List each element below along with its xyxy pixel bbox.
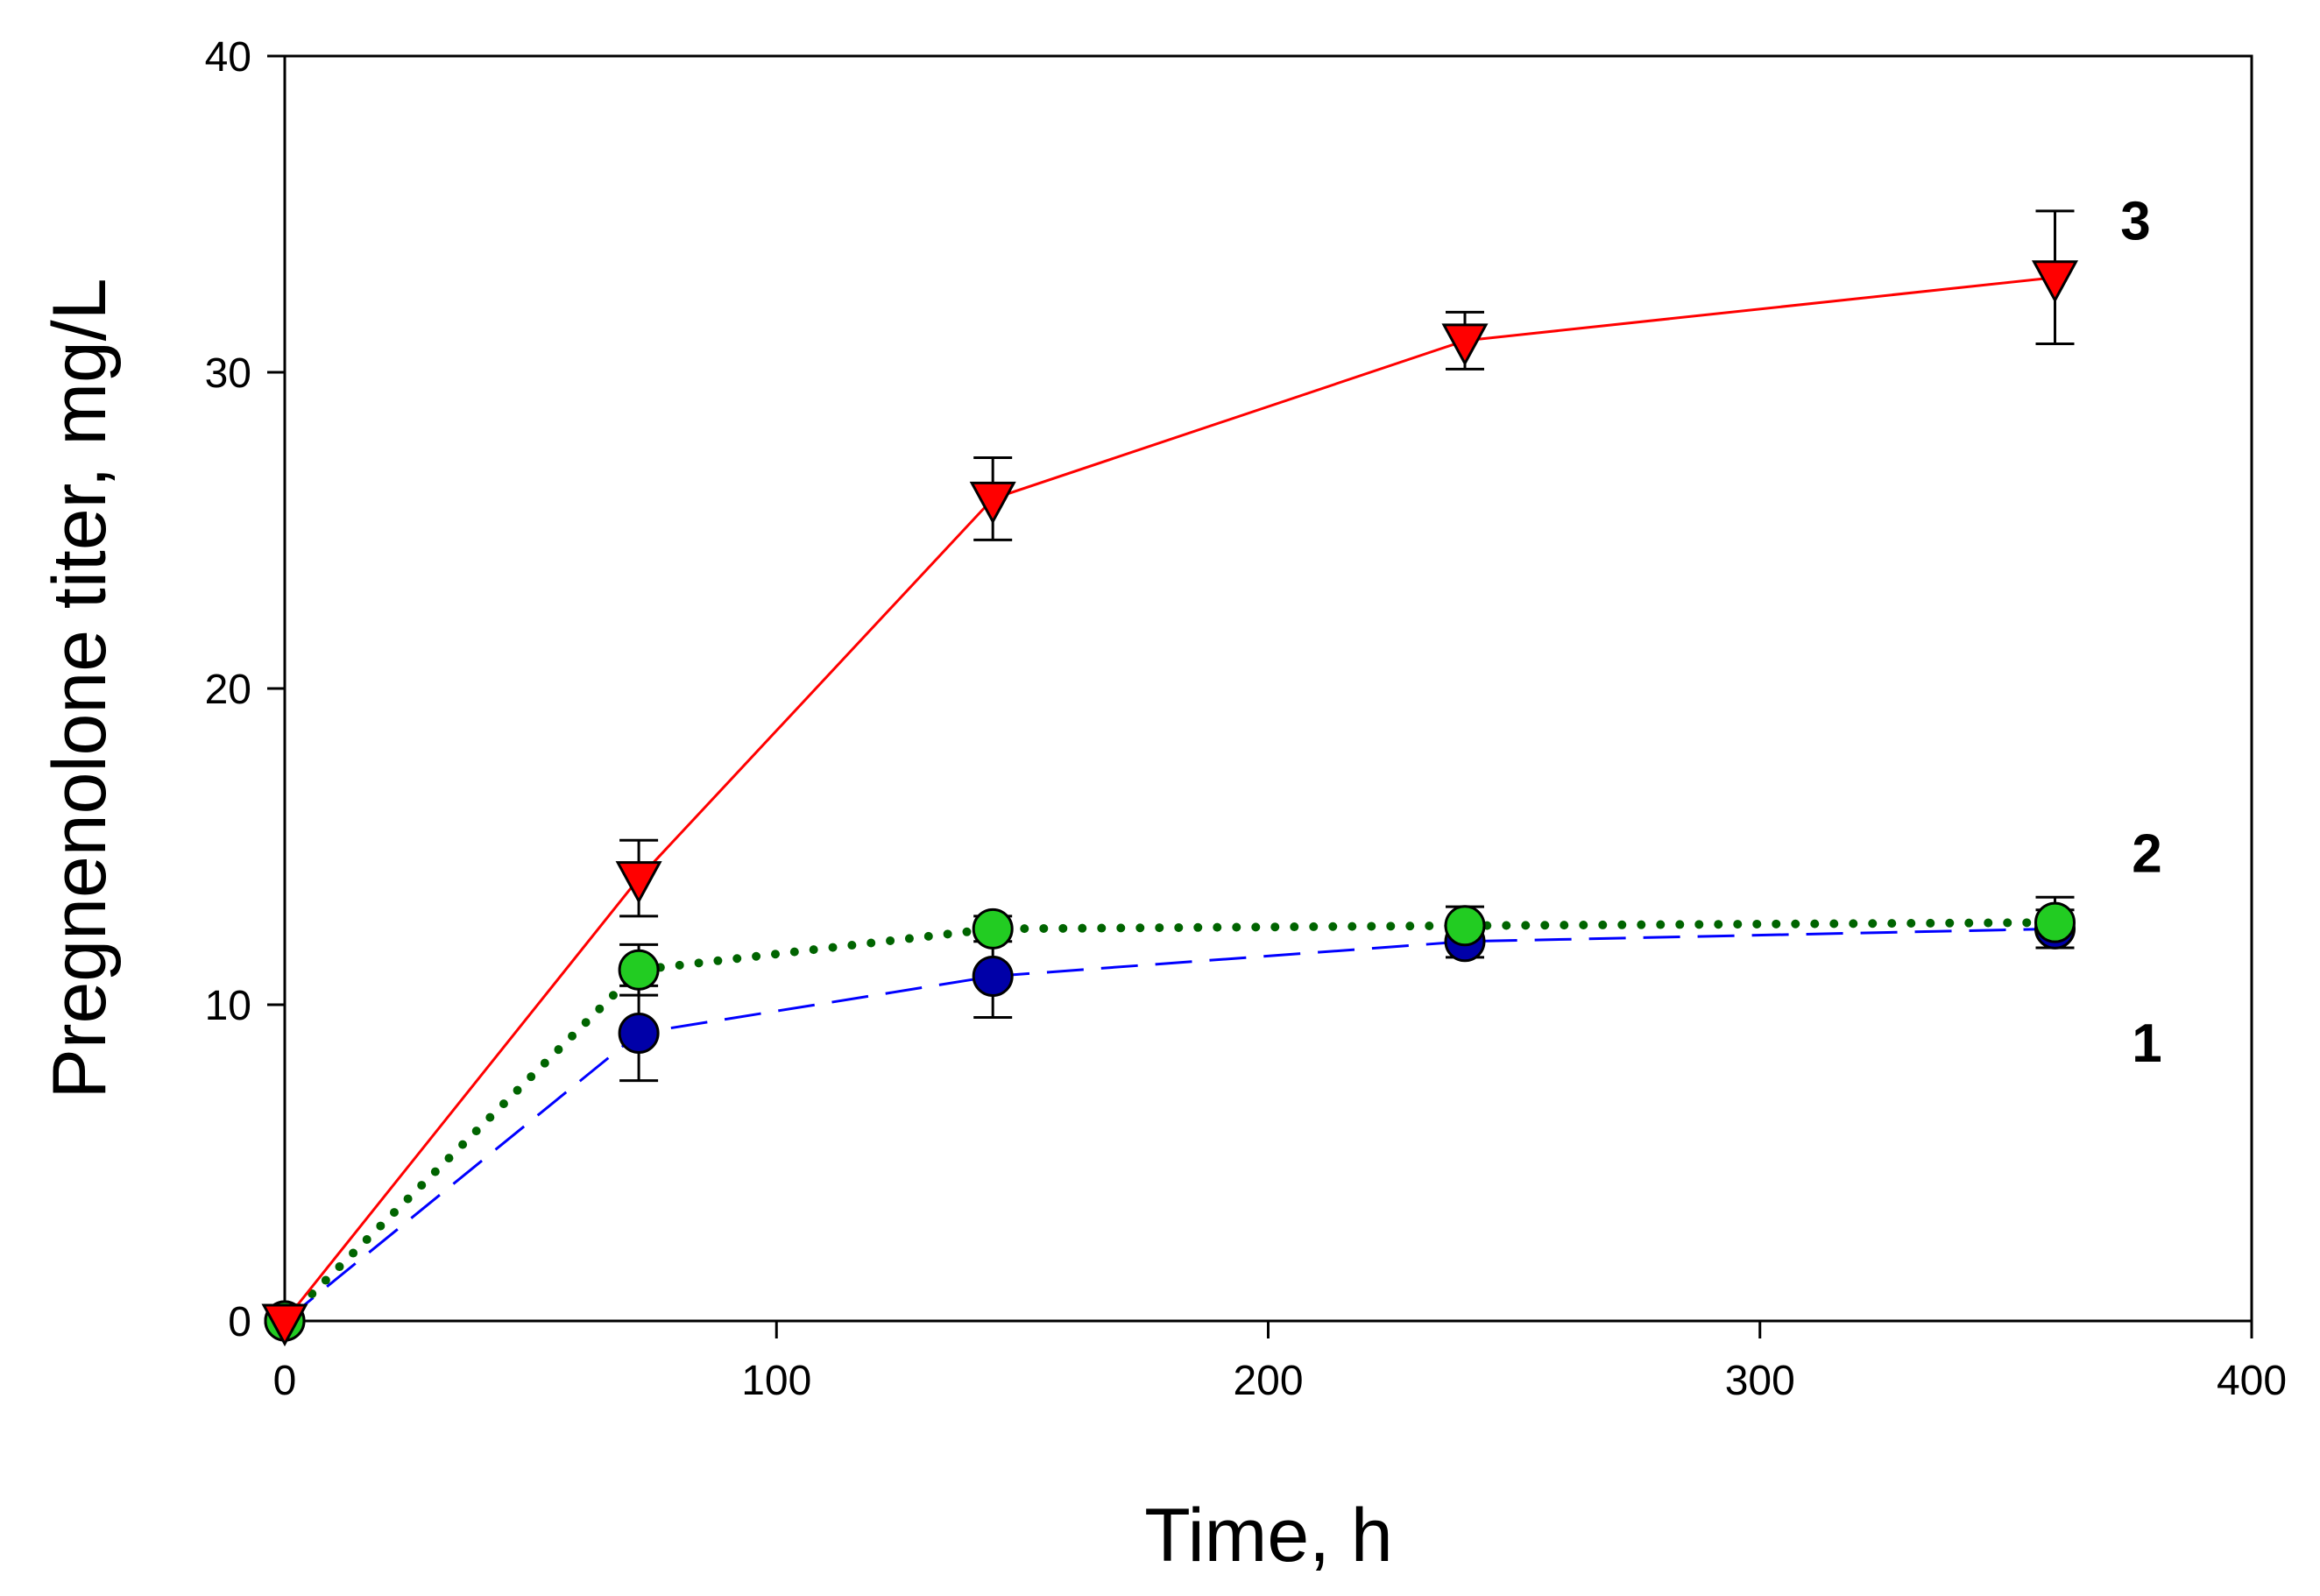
y-axis-title: Pregnenolone titer, mg/L	[38, 278, 122, 1098]
x-tick-label: 300	[1725, 1358, 1795, 1404]
series-layer: 1 2 3	[261, 191, 2162, 1347]
series-1-label: 1	[2132, 1013, 2161, 1074]
x-axis-title: Time, h	[1144, 1494, 1393, 1578]
series-3-point	[969, 481, 1016, 525]
series-3-point	[615, 861, 662, 904]
x-axis-ticks: 0 100 200 300 400	[273, 1321, 2287, 1404]
series-3-label: 3	[2120, 191, 2150, 251]
y-tick-label: 30	[205, 350, 251, 397]
x-tick-label: 200	[1233, 1358, 1303, 1404]
series-2-label: 2	[2132, 823, 2161, 884]
y-tick-label: 40	[205, 34, 251, 81]
y-tick-label: 0	[228, 1299, 251, 1345]
series-2-point	[1444, 905, 1486, 947]
series-2-line	[280, 918, 2060, 1325]
x-tick-label: 100	[741, 1358, 811, 1404]
series-2-point	[618, 949, 660, 991]
series-3-point	[2031, 260, 2079, 303]
plot-frame	[283, 54, 2253, 1323]
series-3-point	[1441, 323, 1489, 367]
series-1-point	[972, 956, 1014, 998]
series-3-point	[261, 1303, 308, 1347]
series-2-point	[972, 907, 1014, 950]
x-tick-label: 0	[273, 1358, 297, 1404]
series-1-point	[618, 1012, 660, 1054]
x-tick-label: 400	[2217, 1358, 2287, 1404]
y-axis-ticks: 0 10 20 30 40	[205, 34, 285, 1345]
series-3-line	[283, 276, 2055, 1322]
series-2-point	[2034, 901, 2076, 943]
y-tick-label: 20	[205, 667, 251, 713]
y-tick-label: 10	[205, 983, 251, 1029]
